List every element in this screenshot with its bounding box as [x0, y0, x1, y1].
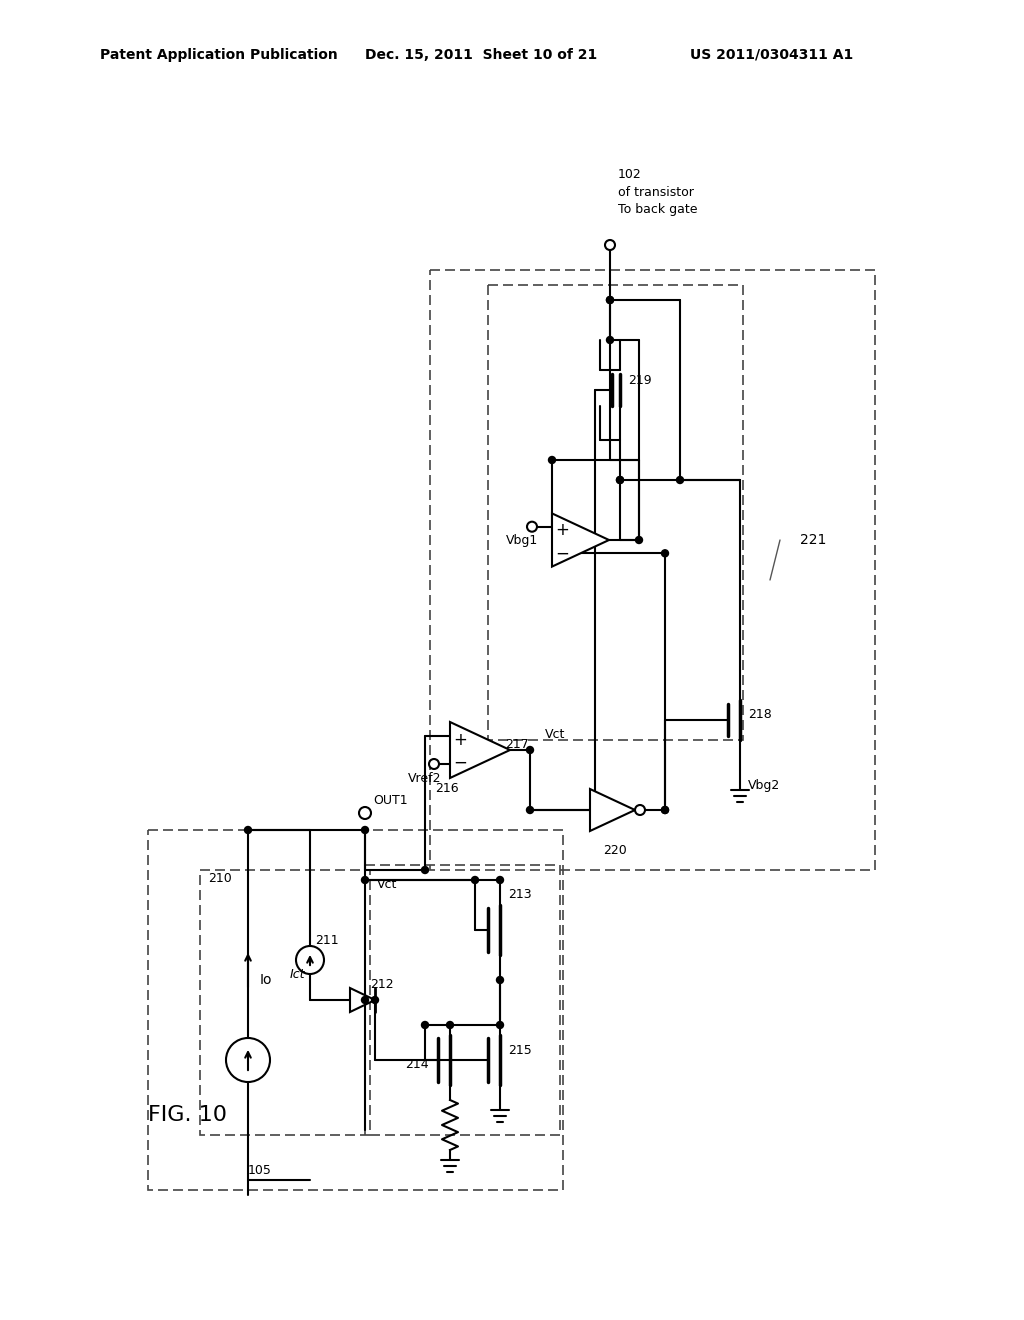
Circle shape	[526, 807, 534, 813]
Circle shape	[662, 550, 669, 557]
Text: Dec. 15, 2011  Sheet 10 of 21: Dec. 15, 2011 Sheet 10 of 21	[365, 48, 597, 62]
Polygon shape	[350, 987, 375, 1012]
Circle shape	[497, 977, 504, 983]
Text: +: +	[453, 731, 467, 748]
Polygon shape	[590, 789, 635, 832]
Text: 217: 217	[505, 738, 528, 751]
Text: +: +	[555, 521, 569, 539]
Text: 105: 105	[248, 1163, 272, 1176]
Circle shape	[361, 826, 369, 833]
Circle shape	[361, 997, 369, 1003]
Circle shape	[616, 477, 624, 483]
Text: −: −	[555, 545, 569, 564]
Circle shape	[446, 1022, 454, 1028]
Text: US 2011/0304311 A1: US 2011/0304311 A1	[690, 48, 853, 62]
Text: Io: Io	[260, 973, 272, 987]
Circle shape	[422, 866, 428, 874]
Circle shape	[527, 521, 537, 532]
Circle shape	[296, 946, 324, 974]
Circle shape	[606, 297, 613, 304]
Text: Patent Application Publication: Patent Application Publication	[100, 48, 338, 62]
Circle shape	[526, 747, 534, 754]
Bar	[365, 865, 560, 1135]
Bar	[200, 870, 370, 1135]
Text: 215: 215	[508, 1044, 531, 1056]
Circle shape	[497, 1022, 504, 1028]
Polygon shape	[450, 722, 510, 777]
Circle shape	[422, 1022, 428, 1028]
Text: 214: 214	[406, 1059, 429, 1072]
Circle shape	[606, 297, 613, 304]
Text: Vref2: Vref2	[409, 772, 441, 785]
Circle shape	[497, 876, 504, 883]
Text: FIG. 10: FIG. 10	[148, 1105, 227, 1125]
Bar	[488, 285, 743, 741]
Text: 210: 210	[208, 871, 231, 884]
Circle shape	[662, 807, 669, 813]
Bar	[148, 830, 563, 1191]
Text: 212: 212	[370, 978, 393, 991]
Text: −: −	[453, 754, 467, 772]
Circle shape	[635, 805, 645, 814]
Text: 219: 219	[628, 374, 651, 387]
Circle shape	[372, 997, 379, 1003]
Circle shape	[549, 457, 555, 463]
Text: 218: 218	[748, 709, 772, 722]
Circle shape	[677, 477, 683, 483]
Text: OUT1: OUT1	[373, 793, 408, 807]
Text: 221: 221	[800, 533, 826, 546]
Text: Vbg1: Vbg1	[506, 535, 539, 548]
Text: Ict: Ict	[290, 969, 305, 982]
Circle shape	[245, 826, 252, 833]
Polygon shape	[552, 513, 609, 566]
Text: To back gate: To back gate	[618, 203, 697, 216]
Circle shape	[605, 240, 615, 249]
Circle shape	[429, 759, 439, 770]
Text: Vct: Vct	[377, 879, 397, 891]
Text: 216: 216	[435, 781, 459, 795]
Circle shape	[616, 477, 624, 483]
Circle shape	[636, 536, 642, 544]
Text: 213: 213	[508, 888, 531, 902]
Circle shape	[606, 337, 613, 343]
Circle shape	[226, 1038, 270, 1082]
Text: of transistor: of transistor	[618, 186, 694, 198]
Circle shape	[471, 876, 478, 883]
Circle shape	[662, 807, 669, 813]
Text: 102: 102	[618, 168, 642, 181]
Bar	[430, 271, 874, 870]
Circle shape	[361, 876, 369, 883]
Text: Vbg2: Vbg2	[748, 779, 780, 792]
Circle shape	[359, 807, 371, 818]
Text: 220: 220	[603, 843, 627, 857]
Text: Vct: Vct	[545, 729, 565, 742]
Text: 211: 211	[315, 933, 339, 946]
